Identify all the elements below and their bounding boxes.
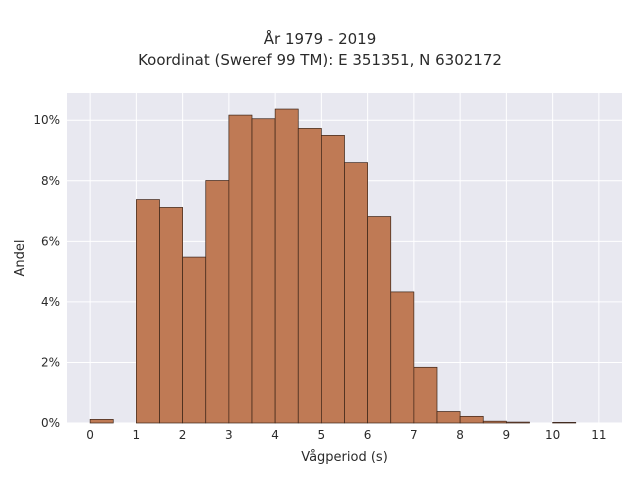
histogram-bar — [321, 135, 345, 424]
y-tick-label: 0% — [41, 416, 60, 430]
y-tick-label: 4% — [41, 295, 60, 309]
histogram-bar — [205, 180, 230, 424]
x-tick-label: 2 — [179, 428, 187, 442]
y-axis-label: Andel — [13, 240, 28, 277]
x-tick-label: 6 — [364, 428, 372, 442]
histogram-bar — [228, 114, 253, 424]
y-axis-ticks: 0% 2% 4% 6% 8% 10% — [33, 113, 60, 430]
histogram-bar — [436, 411, 461, 424]
x-tick-label: 5 — [318, 428, 326, 442]
x-tick-label: 10 — [545, 428, 560, 442]
x-axis-ticks: 0 1 2 3 4 5 6 7 8 9 10 11 — [86, 428, 606, 442]
histogram-bar — [297, 128, 322, 424]
x-tick-label: 11 — [591, 428, 606, 442]
histogram-bar — [159, 207, 183, 424]
y-tick-label: 10% — [33, 113, 60, 127]
histogram-bar — [251, 118, 276, 424]
y-tick-label: 6% — [41, 234, 60, 248]
x-tick-label: 1 — [133, 428, 141, 442]
bars-group — [89, 108, 577, 424]
chart-subtitle: Koordinat (Sweref 99 TM): E 351351, N 63… — [138, 51, 502, 69]
histogram-bar — [136, 199, 160, 424]
x-tick-label: 3 — [225, 428, 233, 442]
histogram-bar — [506, 421, 530, 424]
x-axis-label: Vågperiod (s) — [301, 450, 388, 465]
y-tick-label: 8% — [41, 174, 60, 188]
x-tick-label: 8 — [456, 428, 464, 442]
x-tick-label: 7 — [410, 428, 418, 442]
histogram-bar — [182, 256, 207, 424]
y-tick-label: 2% — [41, 355, 60, 369]
histogram-bar — [459, 415, 484, 424]
histogram-bar — [552, 422, 577, 424]
x-tick-label: 0 — [86, 428, 94, 442]
histogram-bar — [367, 216, 392, 424]
histogram-bar — [344, 162, 368, 424]
histogram-bar — [482, 420, 507, 424]
histogram-bar — [89, 419, 114, 424]
histogram-bar — [390, 291, 415, 424]
histogram-bar — [274, 108, 299, 424]
chart-title: År 1979 - 2019 — [263, 30, 377, 48]
x-tick-label: 4 — [271, 428, 279, 442]
histogram-bar — [413, 366, 438, 424]
x-tick-label: 9 — [503, 428, 511, 442]
